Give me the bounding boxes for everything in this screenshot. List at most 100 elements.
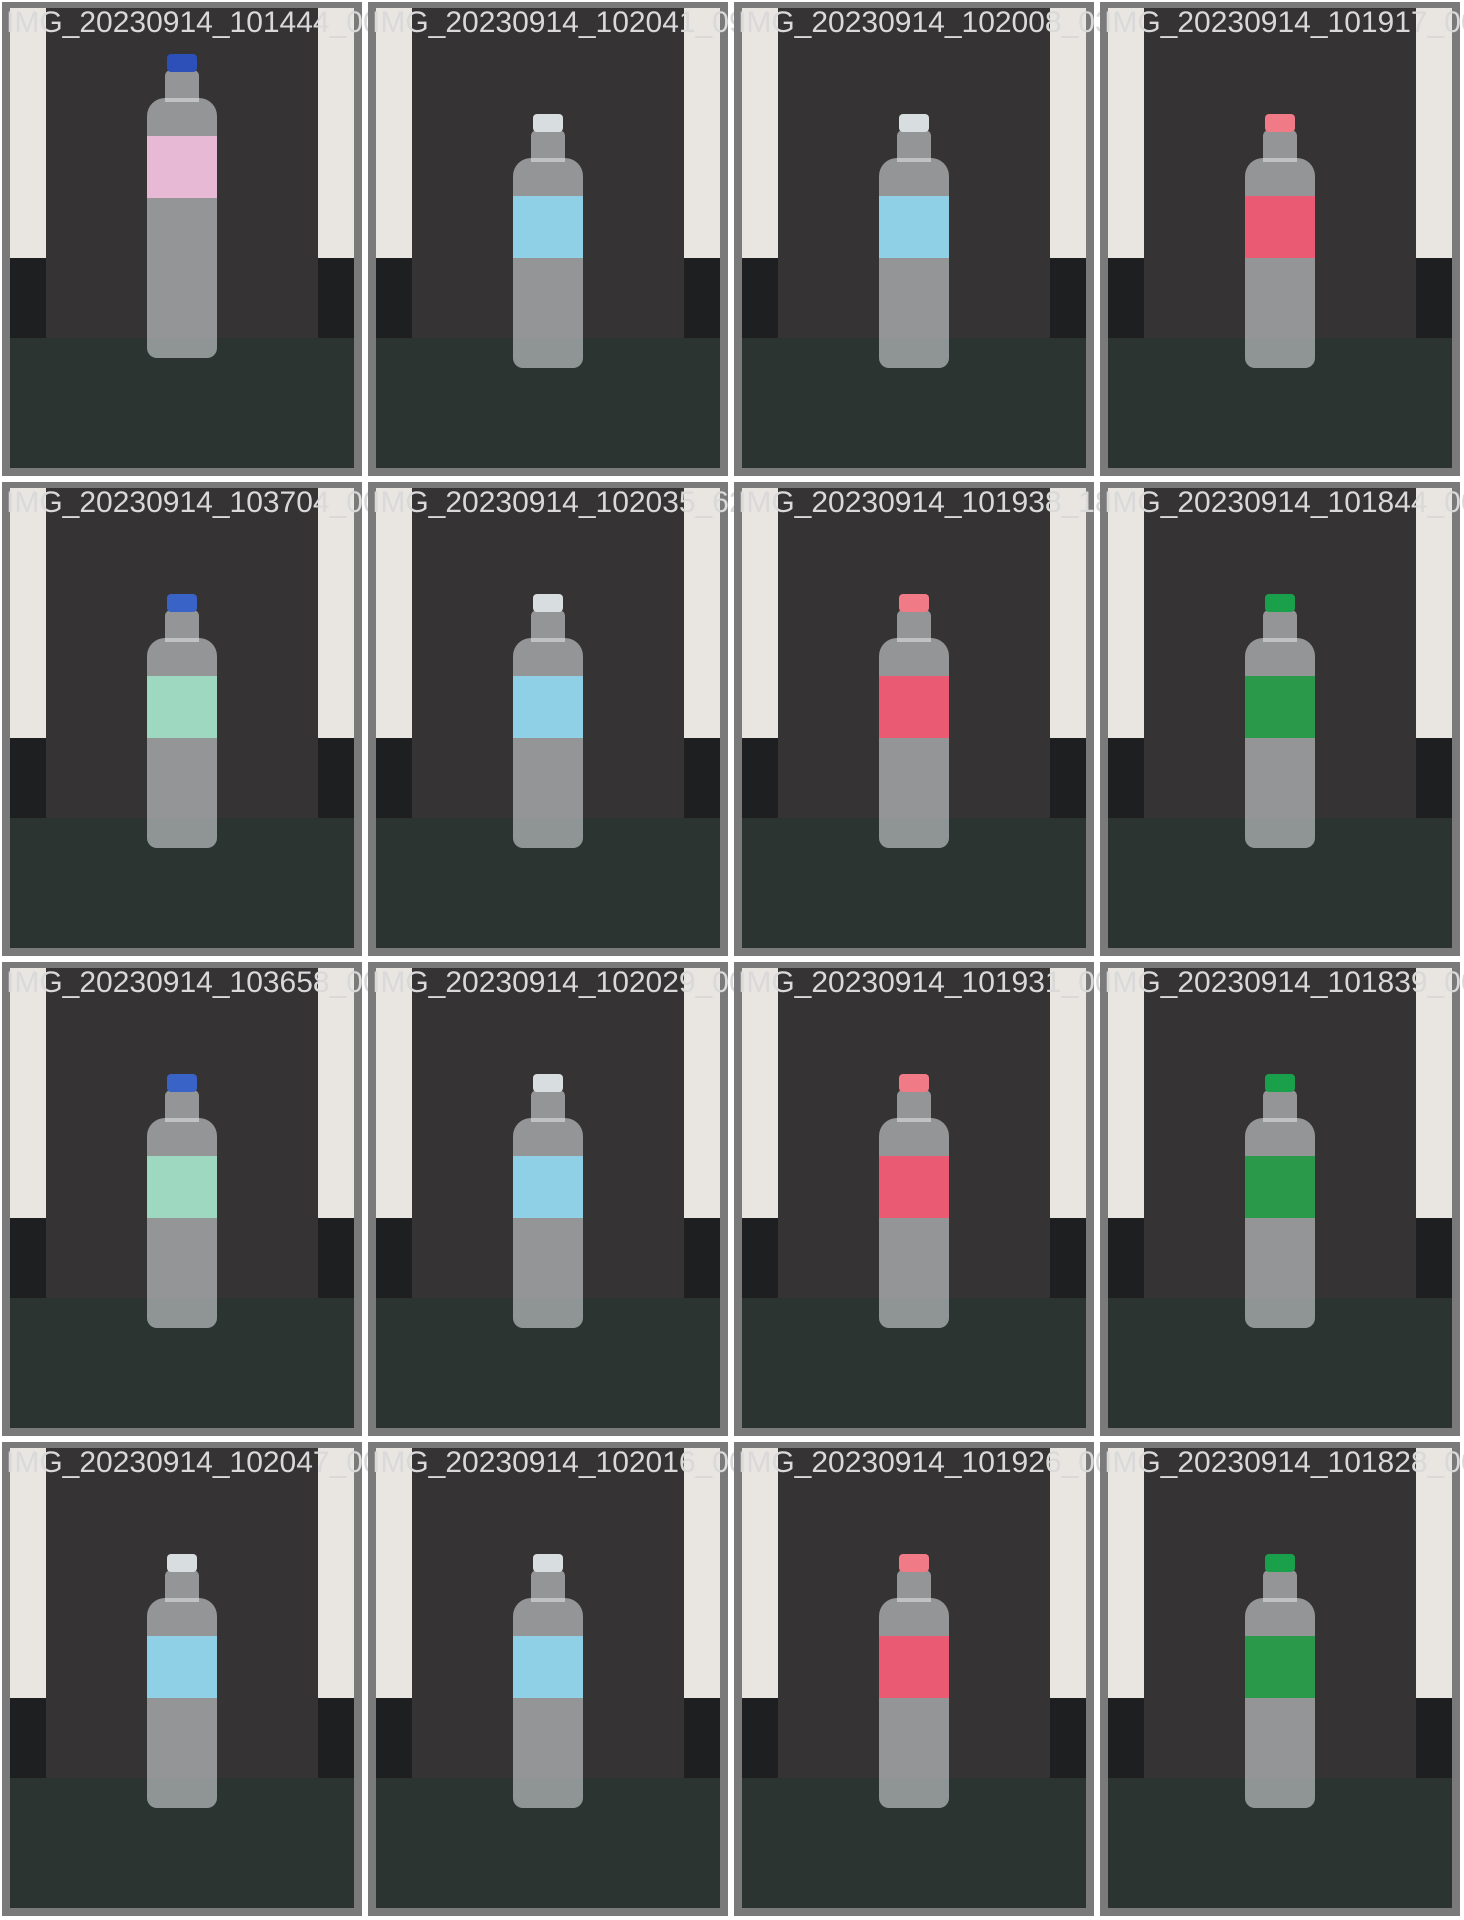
image-tile[interactable]: IMG_20230914_101844_003.jpg [1100,482,1464,956]
wall [684,488,720,738]
bottle-neck [1263,1090,1297,1122]
wall [318,8,354,258]
bottle-label [513,196,583,258]
image-tile[interactable]: IMG_20230914_103704_003.jpg [2,482,445,956]
image-tile[interactable]: IMG_20230914_101828_004.jpg [1100,1442,1464,1916]
image-tile[interactable]: IMG_20230914_101444_003.jpg [2,2,445,476]
bottle-neck [165,1570,199,1602]
wall [10,1448,46,1698]
bottle-label [513,1636,583,1698]
photo [10,488,354,948]
image-tile[interactable]: IMG_20230914_101926_004.jpg [734,1442,1177,1916]
bottle [879,1554,949,1808]
photo [10,1448,354,1908]
image-tile[interactable]: IMG_20230914_101839_003.jpg [1100,962,1464,1436]
bottle [1245,1554,1315,1808]
bottle-neck [531,610,565,642]
image-tile[interactable]: IMG_20230914_101931_004.jpg [734,962,1177,1436]
bottle-label [513,676,583,738]
bottle-cap [533,594,563,612]
bottle-neck [531,130,565,162]
image-tile[interactable]: IMG_20230914_102029_004.jpg [368,962,811,1436]
bottle [147,54,217,358]
bottle-neck [897,130,931,162]
wall [318,1448,354,1698]
bottle-cap [1265,594,1295,612]
bottle-neck [1263,1570,1297,1602]
bottle-label [147,1636,217,1698]
bottle-neck [897,1090,931,1122]
bottle-label [879,1636,949,1698]
filename: IMG_20230914_101839_003.jpg [1104,966,1464,999]
wall [1108,968,1144,1218]
filename: IMG_20230914_101828_004.jpg [1104,1446,1464,1479]
bottle-cap [167,1074,197,1092]
bottle-neck [897,610,931,642]
wall [742,8,778,258]
bottle-label [1245,1636,1315,1698]
photo [742,8,1086,468]
wall [376,8,412,258]
bottle [1245,114,1315,368]
photo [742,968,1086,1428]
wall [684,968,720,1218]
photo [1108,488,1452,948]
image-tile[interactable]: IMG_20230914_102035_627.jpg [368,482,811,956]
wall [1416,968,1452,1218]
image-tile[interactable]: IMG_20230914_102047_003.jpg [2,1442,445,1916]
wall [10,488,46,738]
wall [1108,488,1144,738]
wall [1416,8,1452,258]
image-tile[interactable]: IMG_20230914_102041_093.jpg [368,2,811,476]
bottle-neck [897,1570,931,1602]
bottle-cap [533,1554,563,1572]
image-tile[interactable]: IMG_20230914_102016_003.jpg [368,1442,811,1916]
bottle-neck [1263,130,1297,162]
bottle [513,1074,583,1328]
wall [376,968,412,1218]
wall [1050,968,1086,1218]
photo [1108,1448,1452,1908]
bottle-neck [1263,610,1297,642]
bottle-label [513,1156,583,1218]
image-tile[interactable]: IMG_20230914_101917_006.jpg [1100,2,1464,476]
image-tile[interactable]: IMG_20230914_101938_183.jpg [734,482,1177,956]
bottle-cap [899,1074,929,1092]
bottle-neck [531,1570,565,1602]
bottle [513,594,583,848]
photo [376,1448,720,1908]
wall [10,968,46,1218]
bottle [513,114,583,368]
bottle [1245,594,1315,848]
photo [376,968,720,1428]
bottle-label [147,136,217,198]
bottle-cap [1265,114,1295,132]
bottle-cap [899,1554,929,1572]
bottle-cap [899,114,929,132]
filename: IMG_20230914_101917_006.jpg [1104,6,1464,39]
wall [1050,1448,1086,1698]
bottle-neck [165,1090,199,1122]
wall [742,1448,778,1698]
bottle-label [879,1156,949,1218]
photo [1108,8,1452,468]
filename: IMG_20230914_101844_003.jpg [1104,486,1464,519]
bottle-label [147,676,217,738]
wall [684,1448,720,1698]
image-tile[interactable]: IMG_20230914_102008_036.jpg [734,2,1177,476]
bottle-label [879,676,949,738]
photo [1108,968,1452,1428]
wall [318,968,354,1218]
bottle-cap [167,54,197,72]
bottle [513,1554,583,1808]
wall [1416,1448,1452,1698]
bottle-label [1245,676,1315,738]
photo [10,8,354,468]
bottle-neck [165,610,199,642]
bottle-cap [167,594,197,612]
wall [1050,8,1086,258]
bottle-label [1245,1156,1315,1218]
photo [376,488,720,948]
image-tile[interactable]: IMG_20230914_103658_003.jpg [2,962,445,1436]
bottle [879,114,949,368]
